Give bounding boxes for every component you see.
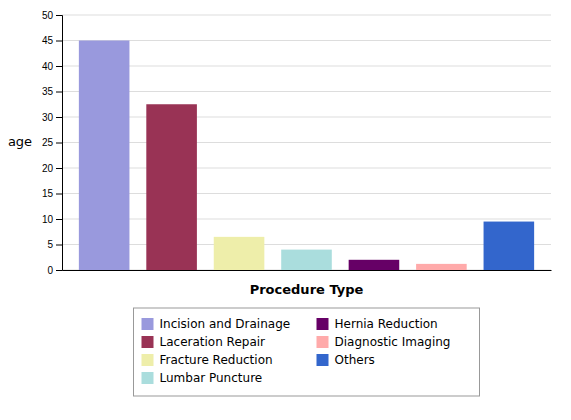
y-tick-label: 45 [42,35,54,46]
legend-label: Diagnostic Imaging [335,335,451,349]
bar [146,104,197,270]
y-tick-mark [56,15,62,16]
legend-item: Incision and Drainage [142,317,291,331]
legend: Incision and Drainage Laceration Repair Fr… [134,308,480,396]
legend-swatch [142,354,154,366]
grid-line [62,193,551,194]
grid-line [62,142,551,143]
grid-line [62,91,551,92]
y-tick: 20 [42,163,62,174]
legend-label: Incision and Drainage [160,317,291,331]
y-tick-mark [56,270,62,271]
y-tick-label: 40 [42,61,54,72]
y-tick-label: 10 [42,214,54,225]
y-tick-mark [56,168,62,169]
grid-line [62,40,551,41]
legend-item: Lumbar Puncture [142,371,263,385]
legend-label: Fracture Reduction [160,353,273,367]
y-tick-label: 15 [42,188,54,199]
chart: 0 5 10 15 20 25 30 35 40 45 50 Procedure Type age Inc… [0,0,571,420]
y-tick-label: 30 [42,112,54,123]
y-tick-mark [56,143,62,144]
bar [484,222,535,270]
grid-line [62,15,551,16]
grid-line [62,244,551,245]
plot-area: 0 5 10 15 20 25 30 35 40 45 50 [42,10,552,276]
bar [79,41,130,271]
y-tick: 30 [42,112,62,123]
y-axis-line [56,16,63,271]
bars [79,41,534,271]
legend-swatch [142,372,154,384]
y-tick: 10 [42,214,62,225]
legend-label: Laceration Repair [160,335,266,349]
y-axis-title: age [8,134,32,149]
legend-swatch [317,354,329,366]
x-axis [63,270,552,271]
y-tick-mark [56,219,62,220]
x-axis-line [63,270,552,271]
grid-line [62,117,551,118]
legend-item: Others [317,353,375,367]
legend-label: Lumbar Puncture [160,371,263,385]
x-axis-title: Procedure Type [250,282,364,297]
legend-item: Laceration Repair [142,335,266,349]
grid-line [62,168,551,169]
y-tick: 15 [42,188,62,199]
y-tick-label: 5 [47,239,53,250]
y-tick: 45 [42,35,62,46]
y-tick-mark [56,92,62,93]
y-axis: 0 5 10 15 20 25 30 35 40 45 50 [42,10,63,276]
legend-item: Diagnostic Imaging [317,335,451,349]
legend-swatch [317,318,329,330]
y-tick-mark [56,41,62,42]
grid [62,15,551,270]
legend-item: Fracture Reduction [142,353,273,367]
y-tick: 0 [47,265,62,276]
bar [349,260,400,270]
y-tick: 35 [42,86,62,97]
y-tick: 5 [47,239,62,250]
y-tick-label: 0 [47,265,53,276]
y-tick: 50 [42,10,62,21]
y-tick-label: 35 [42,86,54,97]
legend-swatch [142,336,154,348]
legend-label: Hernia Reduction [335,317,438,331]
y-tick-mark [56,66,62,67]
bar [214,237,265,270]
y-tick-mark [56,117,62,118]
y-tick-label: 20 [42,163,54,174]
bar [281,250,332,270]
legend-label: Others [335,353,375,367]
legend-swatch [317,336,329,348]
y-tick-label: 25 [42,137,54,148]
legend-swatch [142,318,154,330]
y-tick-mark [56,194,62,195]
y-tick-mark [56,245,62,246]
grid-line [62,66,551,67]
bar [416,264,467,270]
y-tick-label: 50 [42,10,54,21]
legend-frame [134,308,480,396]
legend-item: Hernia Reduction [317,317,438,331]
y-tick: 25 [42,137,62,148]
grid-line [62,219,551,220]
y-tick: 40 [42,61,62,72]
